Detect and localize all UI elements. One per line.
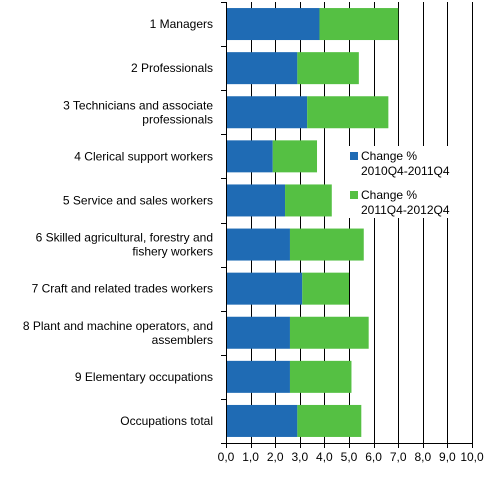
x-tick-label: 8,0 — [414, 450, 431, 464]
x-tick-label: 7,0 — [390, 450, 407, 464]
x-tick-label: 1,0 — [242, 450, 259, 464]
x-tick-label: 9,0 — [439, 450, 456, 464]
bar-series-1 — [226, 184, 286, 217]
axes — [221, 2, 473, 448]
bar-series-2 — [297, 52, 359, 85]
x-tick-label: 0,0 — [218, 450, 235, 464]
bar-series-1 — [226, 8, 320, 41]
legend-swatch-1 — [350, 152, 358, 160]
bar-series-1 — [226, 272, 303, 305]
x-tick-label: 2,0 — [267, 450, 284, 464]
bar-series-1 — [226, 360, 290, 393]
bar-series-1 — [226, 140, 273, 173]
bar-series-2 — [289, 360, 352, 393]
x-tick-label: 6,0 — [365, 450, 382, 464]
bar-series-2 — [289, 228, 364, 261]
category-labels: 1 Managers 2 Professionals 3 Technicians a… — [23, 17, 213, 428]
category-label: 5 Service and sales workers — [63, 193, 213, 207]
x-tick-label: 3,0 — [291, 450, 308, 464]
category-label: 1 Managers — [150, 17, 213, 31]
bar-series-2 — [307, 96, 389, 129]
legend-label-2: Change % 2011Q4-2012Q4 — [361, 188, 450, 217]
x-tick-label: 4,0 — [316, 450, 333, 464]
category-label: 4 Clerical support workers — [74, 149, 213, 163]
category-label: 6 Skilled agricultural, forestry and fish… — [36, 231, 213, 259]
bar-series-1 — [226, 404, 298, 437]
bar-series-2 — [289, 316, 369, 349]
legend: Change % 2010Q4-2011Q4 Change % 2011Q4-2012… — [344, 146, 464, 218]
x-tick-label: 10,0 — [460, 450, 484, 464]
bar-series-1 — [226, 316, 290, 349]
category-label: 9 Elementary occupations — [75, 370, 213, 384]
bar-series-1 — [226, 52, 298, 85]
legend-swatch-2 — [350, 191, 358, 199]
category-label: 7 Craft and related trades workers — [32, 282, 213, 296]
bar-series-1 — [226, 96, 308, 129]
bar-series-2 — [272, 140, 318, 173]
category-label: 8 Plant and machine operators, and assemb… — [23, 319, 213, 347]
category-label: Occupations total — [120, 414, 213, 428]
x-tick-label: 5,0 — [341, 450, 358, 464]
legend-background — [344, 146, 464, 218]
bar-series-2 — [319, 8, 399, 41]
category-label: 3 Technicians and associate professionals — [63, 98, 213, 126]
x-tick-labels: 0,0 1,0 2,0 3,0 4,0 5,0 6,0 7,0 8,0 9,0 10,0 — [218, 450, 484, 464]
legend-label-1: Change % 2010Q4-2011Q4 — [361, 149, 450, 178]
bar-series-1 — [226, 228, 290, 261]
bar-series-2 — [285, 184, 332, 217]
bar-series-2 — [302, 272, 349, 305]
bar-series-2 — [297, 404, 362, 437]
bars — [226, 8, 399, 437]
category-label: 2 Professionals — [131, 61, 213, 75]
